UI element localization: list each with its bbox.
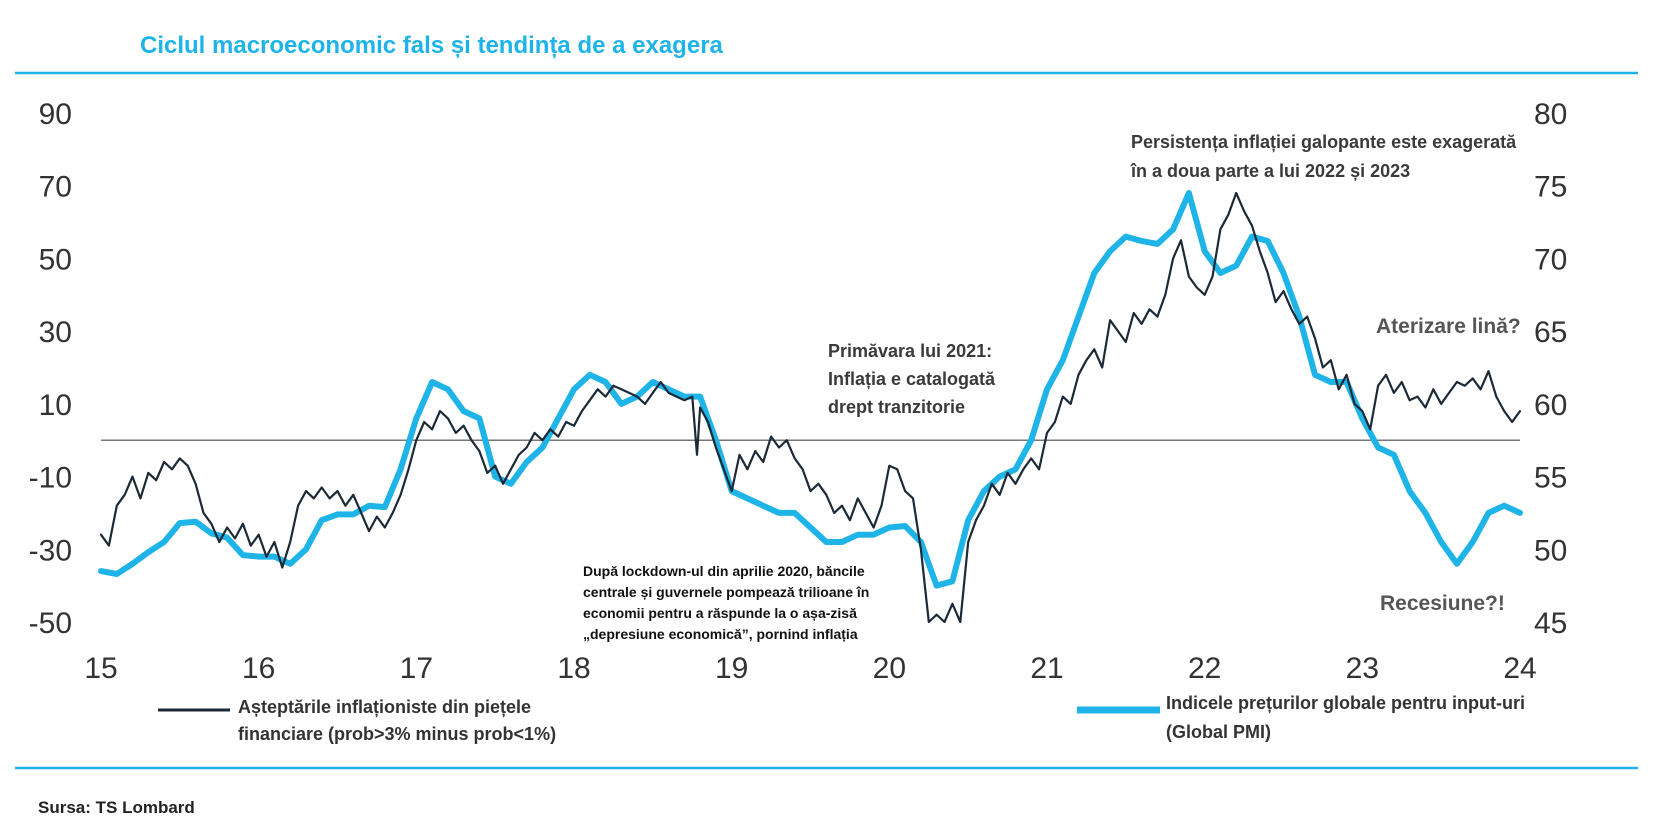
- y-right-tick-label: 65: [1534, 316, 1567, 349]
- y-left-tick-label: 90: [39, 98, 72, 131]
- y-axis-left: 90 70 50 30 10 -10 -30 -50: [29, 98, 72, 640]
- annotation-lockdown-line-1: După lockdown-ul din aprilie 2020, bănci…: [583, 563, 865, 579]
- annotation-lockdown-line-4: „depresiune economică”, pornind inflația: [583, 626, 858, 642]
- x-axis: 15 16 17 18 19 20 21 22 23 24: [84, 652, 1536, 685]
- y-right-tick-label: 45: [1534, 607, 1567, 640]
- y-right-tick-label: 60: [1534, 389, 1567, 422]
- y-left-tick-label: -50: [29, 607, 72, 640]
- annotation-spring-line-1: Primăvara lui 2021:: [828, 341, 992, 361]
- annotation-recession: Recesiune?!: [1380, 592, 1505, 615]
- legend-label-global-pmi-line-2: (Global PMI): [1166, 722, 1271, 742]
- y-right-tick-label: 75: [1534, 171, 1567, 204]
- annotation-spring-2021: Primăvara lui 2021: Inflația e catalogat…: [828, 341, 996, 417]
- x-tick-label: 16: [242, 652, 275, 685]
- y-left-tick-label: 30: [39, 316, 72, 349]
- x-tick-label: 20: [873, 652, 906, 685]
- series-layer: [98, 190, 1523, 624]
- legend-label-global-pmi-line-1: Indicele prețurilor globale pentru input…: [1166, 693, 1525, 713]
- chart-title: Ciclul macroeconomic fals și tendința de…: [140, 32, 724, 59]
- x-tick-label: 24: [1503, 652, 1536, 685]
- annotation-lockdown-backdrop: [577, 557, 912, 647]
- y-right-tick-label: 50: [1534, 534, 1567, 567]
- y-left-tick-label: 70: [39, 171, 72, 204]
- x-tick-label: 17: [400, 652, 433, 685]
- series-line-global-pmi: [98, 190, 1523, 589]
- x-tick-label: 23: [1346, 652, 1379, 685]
- x-tick-label: 19: [715, 652, 748, 685]
- y-right-tick-label: 55: [1534, 462, 1567, 495]
- x-tick-label: 22: [1188, 652, 1221, 685]
- y-left-tick-label: -10: [29, 462, 72, 495]
- y-left-tick-label: 50: [39, 243, 72, 276]
- annotation-spring-line-3: drept tranzitorie: [828, 397, 965, 417]
- y-axis-right: 80 75 70 65 60 55 50 45: [1534, 98, 1567, 640]
- y-right-tick-label: 80: [1534, 98, 1567, 131]
- y-left-tick-label: -30: [29, 534, 72, 567]
- annotation-spring-line-2: Inflația e catalogată: [828, 369, 996, 389]
- annotation-persistence: Persistența inflației galopante este exa…: [1130, 132, 1517, 181]
- series-line-inflation-expectations: [99, 191, 1522, 624]
- annotation-lockdown: După lockdown-ul din aprilie 2020, bănci…: [583, 563, 869, 642]
- annotation-lockdown-line-2: centrale și guvernele pompează trilioane…: [583, 584, 869, 600]
- legend-label-inflation-expectations-line-1: Așteptările inflaționiste din piețele: [238, 697, 531, 717]
- annotation-lockdown-line-3: economii pentru a răspunde la o așa-zisă: [583, 605, 857, 621]
- x-tick-label: 21: [1030, 652, 1063, 685]
- annotation-soft-landing: Aterizare lină?: [1376, 315, 1521, 338]
- annotation-persistence-line-1: Persistența inflației galopante este exa…: [1131, 132, 1517, 152]
- source-note: Sursa: TS Lombard: [38, 798, 195, 817]
- annotation-persistence-line-2: în a doua parte a lui 2022 și 2023: [1130, 161, 1410, 181]
- legend-label-inflation-expectations-line-2: financiare (prob>3% minus prob<1%): [238, 724, 556, 744]
- y-right-tick-label: 70: [1534, 243, 1567, 276]
- y-left-tick-label: 10: [39, 389, 72, 422]
- legend: Așteptările inflaționiste din piețele fi…: [158, 693, 1525, 744]
- x-tick-label: 18: [557, 652, 590, 685]
- x-tick-label: 15: [84, 652, 117, 685]
